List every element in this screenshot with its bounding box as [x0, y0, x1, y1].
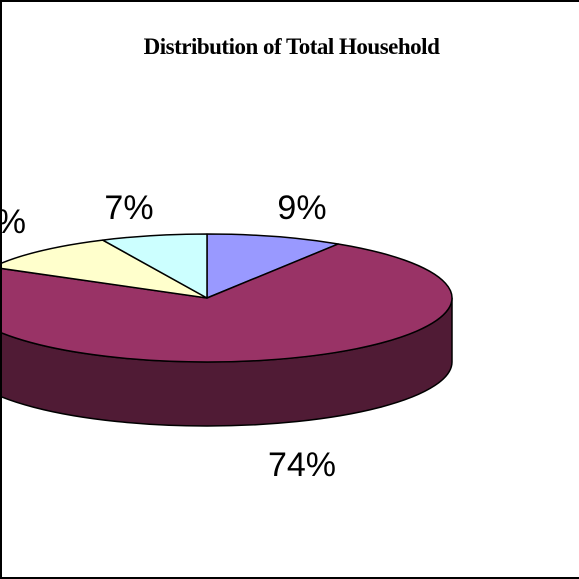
pie-slice-0 [206, 233, 340, 299]
slice-label-1: 74% [268, 446, 336, 484]
pie-slice-2 [2, 239, 208, 299]
slice-label-2: 10% [2, 203, 26, 241]
chart-title: Distribution of Total Household [143, 34, 440, 59]
slice-label-0: 9% [277, 189, 326, 227]
pie-slice-3 [101, 233, 208, 299]
slice-label-3: 7% [104, 189, 153, 227]
pie-slice-1 [2, 243, 453, 363]
